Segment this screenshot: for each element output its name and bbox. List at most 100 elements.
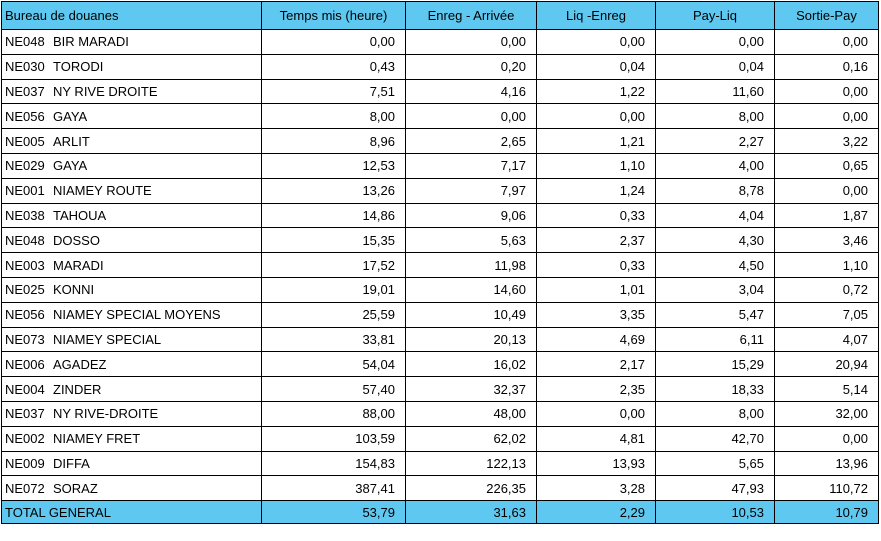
bureau-name: NY RIVE DROITE (53, 83, 158, 99)
bureau-cell: NE037 NY RIVE-DROITE (1, 400, 262, 427)
bureau-cell: NE009 DIFFA (1, 450, 262, 477)
bureau-name: DOSSO (53, 232, 100, 248)
total-row: TOTAL GENERAL 53,79 31,63 2,29 10,53 10,… (1, 500, 879, 525)
sortie-pay-cell: 110,72 (774, 475, 879, 502)
liq-enreg-cell: 1,24 (536, 177, 656, 204)
bureau-name: GAYA (53, 108, 88, 124)
enreg-arrivee-cell: 2,65 (405, 128, 537, 154)
sortie-pay-cell: 0,72 (774, 276, 879, 303)
bureau-name: DIFFA (53, 455, 90, 471)
table-row: NE056 GAYA 8,00 0,00 0,00 8,00 0,00 (1, 103, 879, 130)
header-row: Bureau de douanes Temps mis (heure) Enre… (1, 1, 879, 30)
enreg-arrivee-cell: 14,60 (405, 276, 537, 303)
temps-mis-cell: 8,00 (261, 103, 406, 130)
liq-enreg-cell: 2,35 (536, 376, 656, 402)
liq-enreg-cell: 1,01 (536, 276, 656, 303)
table-row: NE006 AGADEZ 54,04 16,02 2,17 15,29 20,94 (1, 351, 879, 378)
bureau-name: NIAMEY SPECIAL MOYENS (53, 307, 221, 323)
bureau-name: NIAMEY ROUTE (53, 183, 152, 199)
pay-liq-cell: 4,00 (655, 152, 775, 179)
bureau-code: NE004 (5, 381, 45, 397)
temps-mis-cell: 0,43 (261, 53, 406, 80)
header-sortie-pay: Sortie-Pay (774, 1, 879, 30)
temps-mis-cell: 387,41 (261, 475, 406, 502)
temps-mis-cell: 33,81 (261, 326, 406, 353)
bureau-name: TORODI (53, 59, 104, 75)
sortie-pay-cell: 0,65 (774, 152, 879, 179)
pay-liq-cell: 6,11 (655, 326, 775, 353)
enreg-arrivee-cell: 20,13 (405, 326, 537, 353)
liq-enreg-cell: 1,21 (536, 128, 656, 154)
table-header: Bureau de douanes Temps mis (heure) Enre… (1, 1, 879, 30)
liq-enreg-cell: 2,17 (536, 351, 656, 378)
table-row: NE030 TORODI 0,43 0,20 0,04 0,04 0,16 (1, 53, 879, 80)
header-temps-mis: Temps mis (heure) (261, 1, 406, 30)
temps-mis-cell: 19,01 (261, 276, 406, 303)
bureau-code: NE048 (5, 34, 45, 50)
pay-liq-cell: 4,30 (655, 227, 775, 254)
header-bureau: Bureau de douanes (1, 1, 262, 30)
bureau-cell: NE030 TORODI (1, 53, 262, 80)
sortie-pay-cell: 1,87 (774, 202, 879, 229)
table-row: NE072 SORAZ 387,41 226,35 3,28 47,93 110,72 (1, 475, 879, 502)
sortie-pay-cell: 4,07 (774, 326, 879, 353)
enreg-arrivee-cell: 11,98 (405, 252, 537, 278)
enreg-arrivee-cell: 62,02 (405, 425, 537, 452)
temps-mis-cell: 8,96 (261, 128, 406, 154)
total-enreg-arrivee: 31,63 (405, 500, 537, 525)
table-row: NE056 NIAMEY SPECIAL MOYENS 25,59 10,49 3,35… (1, 301, 879, 328)
bureau-code: NE025 (5, 282, 45, 298)
sortie-pay-cell: 3,22 (774, 128, 879, 154)
pay-liq-cell: 4,50 (655, 252, 775, 278)
temps-mis-cell: 54,04 (261, 351, 406, 378)
pay-liq-cell: 42,70 (655, 425, 775, 452)
sortie-pay-cell: 32,00 (774, 400, 879, 427)
enreg-arrivee-cell: 7,97 (405, 177, 537, 204)
bureau-cell: NE004 ZINDER (1, 376, 262, 402)
liq-enreg-cell: 3,28 (536, 475, 656, 502)
bureau-cell: NE029 GAYA (1, 152, 262, 179)
pay-liq-cell: 8,00 (655, 103, 775, 130)
bureau-name: BIR MARADI (53, 34, 129, 50)
bureau-name: SORAZ (53, 480, 98, 496)
temps-mis-cell: 13,26 (261, 177, 406, 204)
enreg-arrivee-cell: 0,00 (405, 29, 537, 55)
sortie-pay-cell: 20,94 (774, 351, 879, 378)
table-row: NE004 ZINDER 57,40 32,37 2,35 18,33 5,14 (1, 376, 879, 402)
header-enreg-arrivee: Enreg - Arrivée (405, 1, 537, 30)
bureau-name: AGADEZ (53, 356, 107, 372)
sortie-pay-cell: 1,10 (774, 252, 879, 278)
pay-liq-cell: 8,00 (655, 400, 775, 427)
total-liq-enreg: 2,29 (536, 500, 656, 525)
table-row: NE048 BIR MARADI 0,00 0,00 0,00 0,00 0,00 (1, 29, 879, 55)
liq-enreg-cell: 2,37 (536, 227, 656, 254)
liq-enreg-cell: 0,33 (536, 252, 656, 278)
bureau-cell: NE037 NY RIVE DROITE (1, 78, 262, 105)
liq-enreg-cell: 0,00 (536, 29, 656, 55)
enreg-arrivee-cell: 0,20 (405, 53, 537, 80)
enreg-arrivee-cell: 9,06 (405, 202, 537, 229)
customs-times-table: Bureau de douanes Temps mis (heure) Enre… (1, 1, 879, 525)
table-row: NE002 NIAMEY FRET 103,59 62,02 4,81 42,70 0,00 (1, 425, 879, 452)
bureau-cell: NE073 NIAMEY SPECIAL (1, 326, 262, 353)
enreg-arrivee-cell: 122,13 (405, 450, 537, 477)
enreg-arrivee-cell: 32,37 (405, 376, 537, 402)
bureau-code: NE056 (5, 307, 45, 323)
bureau-code: NE006 (5, 356, 45, 372)
bureau-code: NE038 (5, 207, 45, 223)
bureau-cell: NE003 MARADI (1, 252, 262, 278)
bureau-code: NE029 (5, 158, 45, 174)
temps-mis-cell: 25,59 (261, 301, 406, 328)
temps-mis-cell: 12,53 (261, 152, 406, 179)
enreg-arrivee-cell: 7,17 (405, 152, 537, 179)
sortie-pay-cell: 0,00 (774, 78, 879, 105)
pay-liq-cell: 11,60 (655, 78, 775, 105)
table-row: NE037 NY RIVE DROITE 7,51 4,16 1,22 11,60 0,00 (1, 78, 879, 105)
pay-liq-cell: 5,47 (655, 301, 775, 328)
bureau-cell: NE002 NIAMEY FRET (1, 425, 262, 452)
sortie-pay-cell: 0,00 (774, 103, 879, 130)
bureau-code: NE048 (5, 232, 45, 248)
bureau-code: NE002 (5, 431, 45, 447)
temps-mis-cell: 57,40 (261, 376, 406, 402)
pay-liq-cell: 3,04 (655, 276, 775, 303)
